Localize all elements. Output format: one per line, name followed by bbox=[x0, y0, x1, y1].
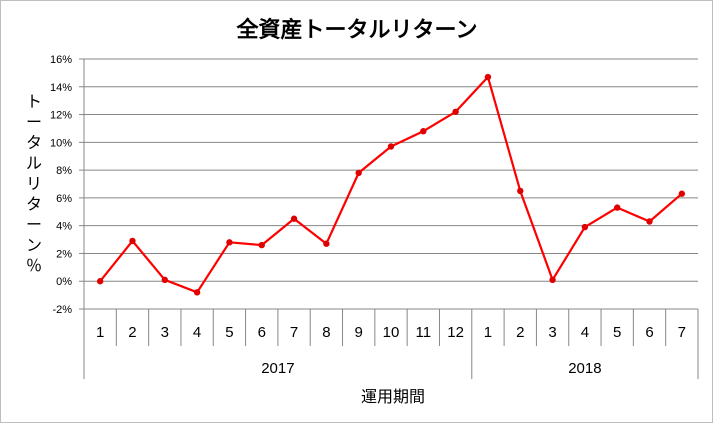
data-point bbox=[129, 237, 136, 245]
data-point bbox=[452, 108, 459, 115]
x-tick-label: 7 bbox=[290, 324, 298, 341]
x-tick-label: 8 bbox=[322, 324, 330, 341]
y-tick-labels: -2% 0% 2% 4% 6% 8% 10% 12% 14% 16% bbox=[50, 54, 72, 316]
x-tick-label: 2 bbox=[516, 324, 524, 341]
x-tick-label: 3 bbox=[548, 324, 556, 341]
y-tick-label: -2% bbox=[52, 304, 72, 316]
y-tick-label: 14% bbox=[50, 82, 72, 94]
chart-title: 全資産トータルリターン bbox=[236, 17, 478, 43]
y-tick-label: 10% bbox=[50, 137, 72, 149]
data-point bbox=[290, 215, 298, 222]
x-tick-label: 4 bbox=[193, 324, 201, 341]
x-tick-label: 11 bbox=[416, 324, 432, 341]
y-tick-label: 6% bbox=[56, 193, 72, 205]
y-tick-label: 0% bbox=[56, 276, 72, 288]
y-tick-label: 12% bbox=[50, 110, 72, 122]
data-point bbox=[581, 223, 589, 231]
data-point bbox=[355, 169, 362, 177]
data-point bbox=[517, 187, 524, 195]
y-axis-title: トータルリターン％ bbox=[26, 92, 42, 275]
data-point bbox=[258, 241, 265, 249]
x-tick-label: 1 bbox=[484, 324, 492, 341]
data-point bbox=[646, 218, 653, 225]
data-point bbox=[549, 276, 556, 284]
x-tick-label: 9 bbox=[355, 324, 363, 341]
data-point bbox=[614, 204, 621, 211]
x-tick-label: 1 bbox=[96, 324, 104, 341]
y-tick-label: 16% bbox=[50, 54, 72, 66]
x-tick-label: 10 bbox=[383, 324, 400, 341]
x-tick-label: 6 bbox=[645, 324, 653, 341]
x-tick-label: 5 bbox=[613, 324, 621, 341]
y-tick-label: 2% bbox=[56, 248, 72, 260]
x-tick-label: 3 bbox=[161, 324, 169, 341]
data-point bbox=[420, 128, 427, 135]
group-label: 2017 bbox=[261, 360, 294, 377]
y-tick-label: 8% bbox=[56, 165, 72, 177]
data-point bbox=[226, 239, 233, 246]
x-tick-label: 6 bbox=[258, 324, 266, 341]
series bbox=[96, 73, 686, 296]
data-point bbox=[323, 240, 330, 247]
gridlines bbox=[79, 58, 698, 310]
data-point bbox=[161, 276, 168, 284]
x-axis-title: 運用期間 bbox=[361, 387, 425, 406]
data-point bbox=[484, 73, 492, 81]
data-point bbox=[96, 278, 104, 285]
y-tick-label: 4% bbox=[56, 221, 72, 233]
x-tick-label: 12 bbox=[447, 324, 464, 341]
x-tick-label: 5 bbox=[225, 324, 233, 341]
data-point bbox=[678, 190, 686, 197]
data-point bbox=[387, 143, 395, 150]
data-point bbox=[193, 289, 201, 296]
x-tick-label: 4 bbox=[581, 324, 589, 341]
x-tick-label: 7 bbox=[678, 324, 686, 341]
group-label: 2018 bbox=[568, 360, 601, 377]
series-line bbox=[99, 75, 683, 294]
x-tick-label: 2 bbox=[128, 324, 136, 341]
